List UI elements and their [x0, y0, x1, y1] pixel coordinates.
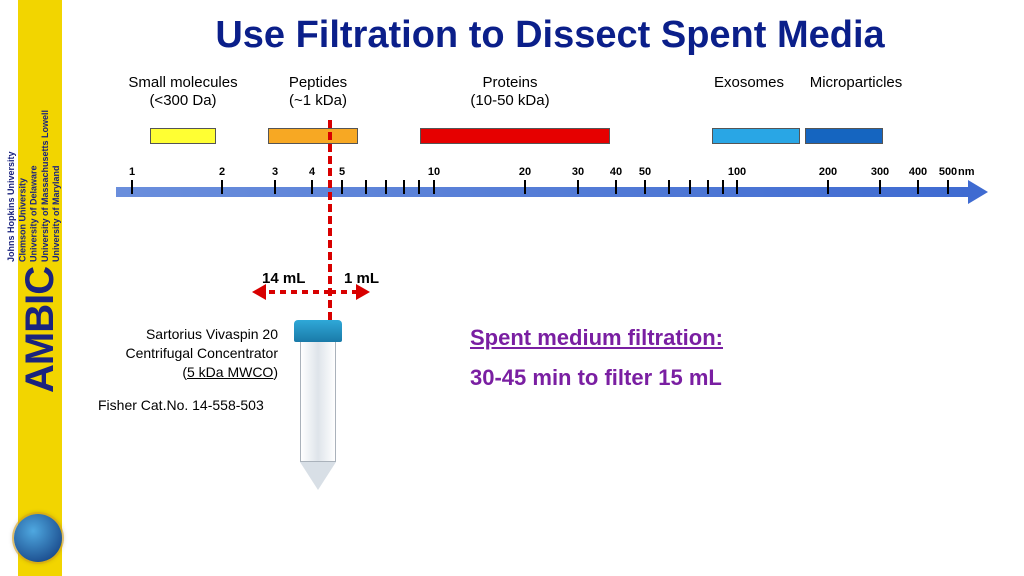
filtration-body: 30-45 min to filter 15 mL	[470, 365, 930, 391]
tick	[722, 180, 724, 194]
tick-label: 30	[572, 166, 584, 178]
filtration-note: Spent medium filtration: 30-45 min to fi…	[470, 325, 930, 391]
tick	[668, 180, 670, 194]
tick	[221, 180, 223, 194]
sidebar: Johns Hopkins University Clemson Univers…	[0, 0, 72, 576]
slide-title: Use Filtration to Dissect Spent Media	[90, 14, 1010, 57]
category-bar	[805, 128, 883, 144]
tick-label: 20	[519, 166, 531, 178]
vivaspin-tube-icon	[290, 320, 346, 495]
category-label: Microparticles	[796, 74, 916, 92]
category-label: Proteins(10-50 kDa)	[440, 74, 580, 110]
tick	[644, 180, 646, 194]
tick	[385, 180, 387, 194]
tick	[947, 180, 949, 194]
volume-left-label: 14 mL	[262, 270, 305, 287]
category-label: Exosomes	[704, 74, 794, 92]
tick	[341, 180, 343, 194]
category-bar	[268, 128, 358, 144]
tick-label: 50	[639, 166, 651, 178]
category-bar	[150, 128, 216, 144]
scale-axis: 1 2 3 4 5 10 20 30 40 50 100 200 300 400 500 nm	[122, 166, 982, 206]
tick	[365, 180, 367, 194]
tick-label: 200	[819, 166, 837, 178]
tick-label: 1	[129, 166, 135, 178]
tick	[615, 180, 617, 194]
tick	[433, 180, 435, 194]
tick	[418, 180, 420, 194]
product-line3: (5 kDa MWCO)	[98, 363, 278, 382]
tick	[274, 180, 276, 194]
category-label: Small molecules(<300 Da)	[118, 74, 248, 110]
nsf-badge-icon	[14, 514, 62, 562]
category-bar	[712, 128, 800, 144]
tick	[879, 180, 881, 194]
unit-label: nm	[958, 166, 975, 178]
tick-label: 400	[909, 166, 927, 178]
category-label: Peptides(~1 kDa)	[268, 74, 368, 110]
tick	[689, 180, 691, 194]
cutoff-line	[328, 120, 332, 320]
filtration-heading: Spent medium filtration:	[470, 325, 930, 351]
tick-label: 40	[610, 166, 622, 178]
category-bar	[420, 128, 610, 144]
tick-label: 100	[728, 166, 746, 178]
product-info: Sartorius Vivaspin 20 Centrifugal Concen…	[98, 325, 278, 415]
product-line1: Sartorius Vivaspin 20	[98, 325, 278, 344]
volume-right-label: 1 mL	[344, 270, 379, 287]
tick-label: 4	[309, 166, 315, 178]
tick	[827, 180, 829, 194]
product-catalog: Fisher Cat.No. 14-558-503	[98, 396, 278, 415]
tick-label: 3	[272, 166, 278, 178]
tick-label: 2	[219, 166, 225, 178]
tick	[736, 180, 738, 194]
sidebar-logo-text: AMBIC	[18, 200, 62, 460]
tick	[917, 180, 919, 194]
product-line2: Centrifugal Concentrator	[98, 344, 278, 363]
tick	[524, 180, 526, 194]
tick	[577, 180, 579, 194]
tick-label: 500	[939, 166, 957, 178]
tick	[131, 180, 133, 194]
tick	[403, 180, 405, 194]
tick	[311, 180, 313, 194]
axis-arrow	[116, 180, 988, 220]
tick-label: 300	[871, 166, 889, 178]
tick-label: 5	[339, 166, 345, 178]
tick-label: 10	[428, 166, 440, 178]
tick	[707, 180, 709, 194]
